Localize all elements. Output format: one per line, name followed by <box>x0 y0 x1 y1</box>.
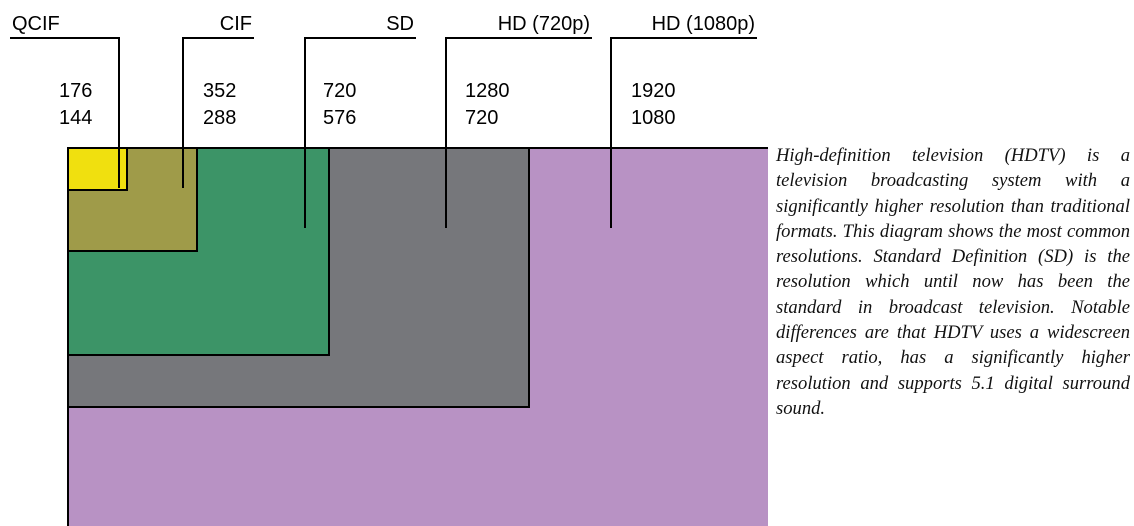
leader-hd720 <box>445 37 592 228</box>
leader-lines <box>10 37 757 228</box>
height-hd1080: 1080 <box>631 107 676 129</box>
width-hd720: 1280 <box>465 80 510 102</box>
label-hd1080: HD (1080p) <box>652 13 755 35</box>
leader-cif <box>182 37 254 188</box>
leader-sd <box>304 37 416 228</box>
width-cif: 352 <box>203 80 236 102</box>
width-sd: 720 <box>323 80 356 102</box>
label-qcif: QCIF <box>12 13 60 35</box>
label-cif: CIF <box>220 13 252 35</box>
label-sd: SD <box>386 13 414 35</box>
leader-hd1080 <box>610 37 757 228</box>
leader-qcif <box>10 37 120 188</box>
label-hd720: HD (720p) <box>498 13 590 35</box>
width-qcif: 176 <box>59 80 92 102</box>
format-labels: QCIF CIF SD HD (720p) HD (1080p) <box>12 13 755 35</box>
resolution-rectangles <box>67 147 768 526</box>
width-hd1080: 1920 <box>631 80 676 102</box>
hd1080-frame-edges <box>67 147 768 526</box>
height-qcif: 144 <box>59 107 92 129</box>
height-hd720: 720 <box>465 107 498 129</box>
height-cif: 288 <box>203 107 236 129</box>
dimension-labels: 176 144 352 288 720 576 1280 720 1920 10… <box>59 80 676 129</box>
rect-qcif <box>67 147 128 191</box>
hdtv-description: High-definition television (HDTV) is a t… <box>776 145 1130 419</box>
height-sd: 576 <box>323 107 356 129</box>
